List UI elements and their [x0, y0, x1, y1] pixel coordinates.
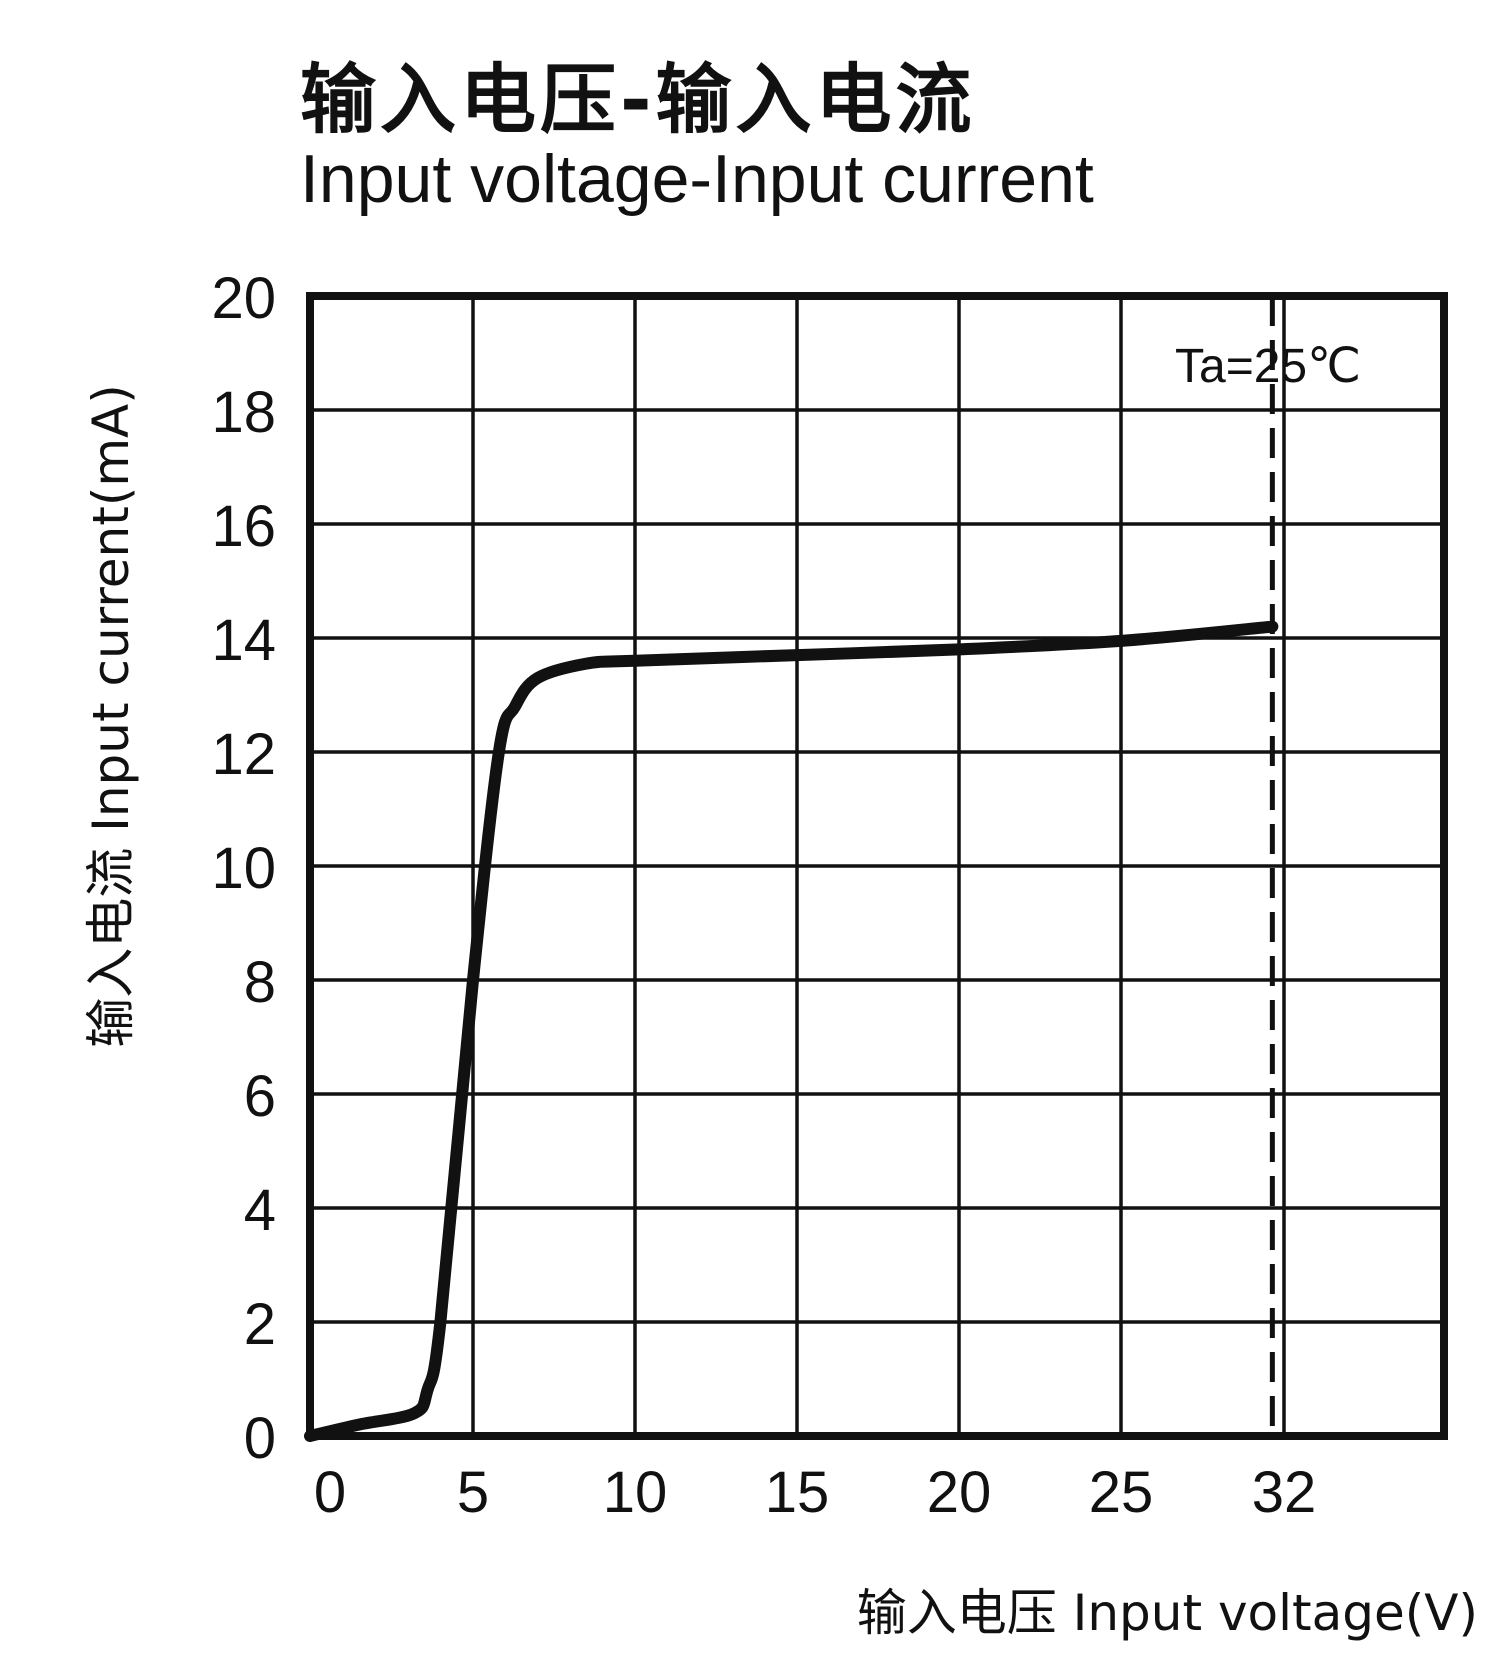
- y-tick-label: 0: [244, 1406, 276, 1471]
- x-tick-label: 5: [457, 1460, 489, 1525]
- y-tick-label: 4: [244, 1178, 276, 1243]
- series-line: [304, 620, 1279, 1442]
- temperature-annotation: Ta=25℃: [1175, 340, 1361, 393]
- y-tick-label: 6: [244, 1064, 276, 1129]
- y-axis-label: 输入电流 Input current(mA): [82, 384, 140, 1048]
- y-tick-label: 8: [244, 950, 276, 1015]
- chart-title: 输入电压-输入电流: [300, 55, 976, 144]
- y-tick-label: 20: [211, 266, 276, 331]
- x-tick-label: 25: [1089, 1460, 1154, 1525]
- plot-frame: [306, 292, 1448, 1440]
- plot-border: [306, 292, 1448, 1440]
- y-tick-label: 10: [211, 836, 276, 901]
- y-tick-label: 12: [211, 722, 276, 787]
- x-tick-label: 0: [314, 1460, 346, 1525]
- x-tick-label: 10: [603, 1460, 668, 1525]
- x-tick-label: 32: [1252, 1460, 1317, 1525]
- y-tick-labels: 0 2 4 6 8 10 12 14 16 18 20: [211, 266, 276, 1471]
- y-tick-label: 16: [211, 494, 276, 559]
- x-tick-label: 15: [765, 1460, 830, 1525]
- x-tick-labels: 0 5 10 15 20 25 32: [314, 1460, 1316, 1525]
- x-tick-label: 20: [927, 1460, 992, 1525]
- y-tick-label: 14: [211, 608, 276, 673]
- chart-subtitle: Input voltage-Input current: [300, 141, 1094, 217]
- series: [304, 620, 1279, 1442]
- x-axis-label: 输入电压 Input voltage(V): [857, 1584, 1478, 1642]
- y-tick-label: 18: [211, 380, 276, 445]
- y-tick-label: 2: [244, 1292, 276, 1357]
